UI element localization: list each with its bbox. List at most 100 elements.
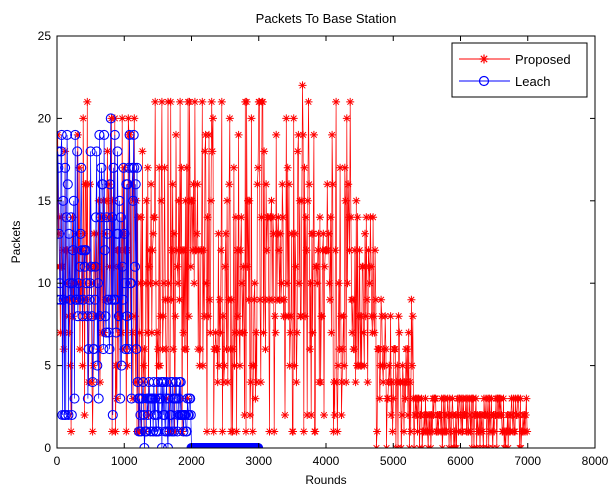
data-point — [333, 427, 342, 436]
data-point — [245, 196, 254, 205]
data-point — [277, 279, 286, 288]
data-point — [250, 295, 258, 304]
data-point — [126, 393, 137, 404]
data-point — [229, 345, 238, 354]
data-point — [338, 378, 347, 387]
data-point — [149, 229, 158, 238]
data-point — [307, 411, 316, 419]
data-point — [102, 196, 111, 205]
data-point — [336, 163, 345, 172]
data-point — [289, 114, 298, 123]
data-point — [223, 196, 232, 205]
data-point — [73, 130, 82, 139]
y-tick-label: 10 — [38, 276, 52, 290]
x-tick-label: 4000 — [313, 454, 340, 468]
legend: Proposed Leach — [451, 42, 588, 98]
data-point — [404, 411, 412, 419]
data-point — [155, 163, 164, 172]
data-point — [151, 279, 160, 288]
data-point — [404, 328, 413, 337]
data-point — [262, 246, 271, 255]
data-point — [103, 147, 112, 156]
data-point — [117, 261, 128, 272]
data-point — [324, 246, 332, 255]
data-point — [181, 196, 190, 205]
data-point — [448, 394, 457, 403]
data-point — [83, 344, 94, 355]
data-point — [155, 361, 164, 370]
data-point — [92, 278, 104, 289]
data-point — [211, 328, 220, 337]
data-point — [218, 427, 227, 436]
data-point — [129, 162, 140, 173]
data-point — [301, 213, 310, 222]
data-point — [203, 427, 211, 436]
data-point — [516, 394, 525, 403]
data-point — [253, 180, 262, 189]
data-point — [355, 246, 364, 255]
data-point — [202, 279, 211, 288]
data-point — [299, 130, 308, 139]
data-point — [99, 129, 110, 140]
data-point — [130, 179, 141, 190]
data-point — [359, 262, 367, 271]
data-point — [66, 212, 77, 223]
data-point — [205, 130, 213, 139]
data-point — [412, 411, 421, 419]
data-point — [176, 97, 185, 106]
data-point — [112, 394, 121, 403]
data-point — [67, 278, 78, 289]
data-point — [362, 213, 371, 222]
data-point — [130, 114, 139, 123]
data-point — [79, 114, 88, 123]
data-point — [131, 312, 139, 321]
data-point — [115, 312, 124, 321]
data-point — [58, 294, 69, 305]
data-point — [69, 393, 80, 404]
data-point — [88, 427, 97, 436]
data-point — [167, 377, 178, 388]
data-point — [231, 213, 240, 222]
data-point — [300, 163, 309, 172]
data-point — [78, 294, 89, 305]
data-point — [128, 328, 137, 337]
data-point — [490, 427, 499, 436]
data-point — [249, 361, 258, 370]
data-point — [151, 97, 160, 106]
data-point — [305, 345, 314, 354]
data-point — [159, 312, 168, 321]
data-point — [328, 180, 337, 189]
data-point — [135, 409, 146, 421]
data-point — [282, 114, 291, 123]
data-point — [258, 97, 267, 106]
data-point — [147, 393, 158, 404]
data-point — [150, 213, 159, 222]
data-point — [267, 196, 276, 205]
data-point — [145, 426, 156, 437]
data-point — [74, 294, 85, 305]
data-point — [66, 361, 75, 370]
data-point — [76, 162, 87, 173]
data-point — [371, 295, 380, 304]
data-point — [375, 345, 384, 354]
data-point — [304, 97, 313, 106]
data-point — [57, 228, 65, 239]
data-point — [85, 146, 96, 157]
data-point — [260, 147, 269, 156]
data-point — [301, 312, 310, 321]
data-point — [270, 427, 279, 436]
data-point — [172, 130, 180, 139]
data-point — [227, 295, 236, 304]
data-point — [252, 378, 261, 387]
data-point — [143, 163, 152, 172]
data-point — [351, 378, 360, 387]
data-point — [100, 311, 111, 322]
data-point — [342, 378, 351, 387]
data-point — [247, 114, 256, 123]
data-point — [236, 246, 245, 255]
data-point — [103, 294, 114, 305]
data-point — [186, 262, 195, 271]
data-point — [315, 213, 324, 222]
data-point — [104, 180, 113, 189]
